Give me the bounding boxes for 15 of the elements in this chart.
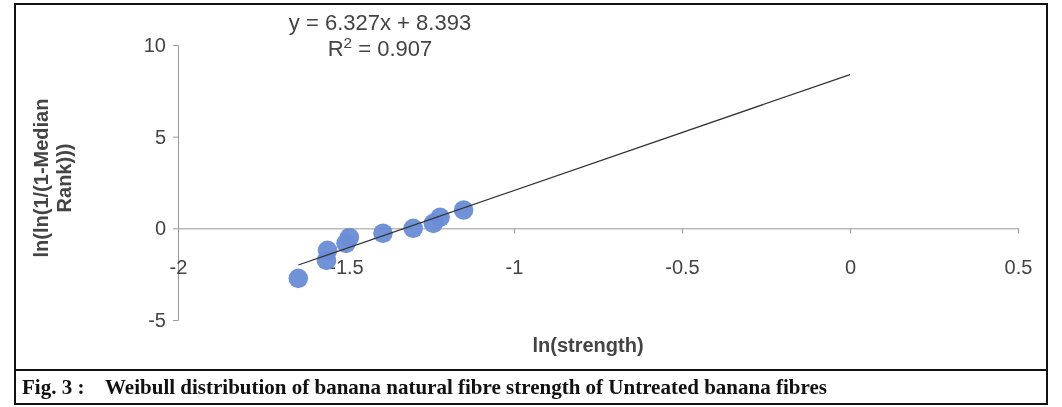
y-tick-label: -5 [148,308,166,331]
x-tick-label: -2 [169,256,188,279]
x-tick-label: -1 [505,256,524,279]
x-tick-label: 0.5 [1004,256,1033,279]
y-axis-title: ln(ln(1/(1-Median Rank))) [30,98,75,258]
y-tick-label: 0 [154,217,166,240]
y-tick-label: 10 [143,33,166,56]
x-tick-label: -1.5 [329,256,364,279]
caption: Fig. 3 : Weibull distribution of banana natural fibre strength of Untreated banana fibres [22,375,827,399]
annotation: R$^{2}$ = 0.907 [327,33,433,61]
x-axis-title: ln(strength) [532,334,644,356]
text: y = 6.327x + 8.393 [288,10,472,35]
x-tick-label: -0.5 [665,256,700,279]
x-tick-label: 0 [844,256,857,279]
y-tick-label: 5 [154,125,166,148]
